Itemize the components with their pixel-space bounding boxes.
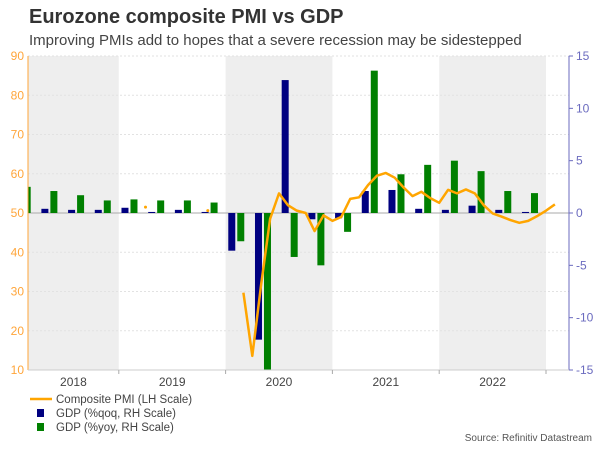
right-tick-label: -10: [576, 311, 594, 325]
bar-yoy-2018-Q2: [50, 191, 58, 213]
bar-yoy-2022-Q4: [530, 193, 538, 213]
bar-qoq-2019-Q2: [148, 211, 156, 213]
left-tick-label: 90: [11, 49, 25, 63]
pmi-point: [206, 209, 210, 213]
bar-qoq-2021-Q1: [335, 213, 343, 219]
left-tick-label: 50: [11, 206, 25, 220]
bar-yoy-2020-Q1: [237, 213, 245, 242]
right-tick-label: 0: [576, 206, 583, 220]
legend-yoy-swatch: [37, 423, 44, 431]
x-tick-label: 2021: [372, 375, 399, 389]
bar-qoq-2018-Q3: [68, 209, 76, 213]
right-tick-label: -5: [576, 258, 587, 272]
right-tick-label: -15: [576, 363, 594, 377]
bar-qoq-2019-Q1: [121, 207, 129, 213]
bar-qoq-2019-Q3: [174, 209, 182, 213]
chart-subtitle: Improving PMIs add to hopes that a sever…: [29, 32, 522, 49]
bar-qoq-2021-Q2: [361, 191, 369, 213]
legend-label: GDP (%yoy, RH Scale): [56, 422, 174, 434]
left-tick-label: 20: [11, 324, 25, 338]
left-tick-label: 60: [11, 167, 25, 181]
bar-yoy-2021-Q3: [397, 174, 405, 213]
left-tick-label: 70: [11, 128, 25, 142]
bar-yoy-2022-Q1: [450, 160, 458, 213]
bar-yoy-2022-Q2: [477, 171, 485, 213]
legend-label: Composite PMI (LH Scale): [56, 394, 192, 406]
bar-yoy-2020-Q4: [317, 213, 325, 266]
chart-title: Eurozone composite PMI vs GDP: [29, 6, 344, 28]
axes: 10 20 30 40 50 60 70 80 90 -15 -10 -5 0 5 10 15 2018 2019…: [11, 49, 594, 389]
left-tick-label: 80: [11, 88, 25, 102]
bar-yoy-2020-Q2: [263, 213, 271, 370]
bar-qoq-2022-Q3: [495, 209, 503, 213]
bar-yoy-2021-Q1: [344, 213, 352, 232]
bar-yoy-2019-Q3: [183, 200, 191, 213]
bar-qoq-2018-Q2: [41, 208, 49, 213]
legend: Composite PMI (LH Scale) GDP (%qoq, RH Sc…: [30, 394, 192, 434]
bar-yoy-2018-Q4: [103, 200, 111, 213]
x-tick-label: 2019: [159, 375, 186, 389]
bar-yoy-2019-Q2: [157, 200, 165, 213]
x-tick-label: 2020: [266, 375, 293, 389]
bar-qoq-2020-Q4: [308, 213, 316, 220]
bar-qoq-2021-Q3: [388, 189, 396, 213]
x-tick-label: 2018: [60, 375, 87, 389]
source-note: Source: Refinitiv Datastream: [464, 433, 592, 444]
bar-yoy-2018-Q3: [77, 195, 85, 213]
bar-qoq-2019-Q4: [201, 211, 209, 213]
pmi-series-line: [242, 171, 556, 358]
bar-yoy-2019-Q1: [130, 199, 138, 213]
bar-qoq-2020-Q2: [254, 213, 262, 340]
gdp-bars: [28, 70, 538, 370]
bar-qoq-2022-Q2: [468, 205, 476, 213]
bar-qoq-2021-Q4: [415, 208, 423, 213]
right-tick-label: 10: [576, 101, 590, 115]
bar-qoq-2020-Q3: [281, 80, 289, 213]
bar-yoy-2021-Q4: [424, 164, 432, 213]
right-tick-label: 15: [576, 49, 590, 63]
right-tick-label: 5: [576, 154, 583, 168]
bar-qoq-2022-Q1: [441, 209, 449, 213]
left-tick-label: 10: [11, 363, 25, 377]
legend-label: GDP (%qoq, RH Scale): [56, 408, 176, 420]
bar-yoy-2022-Q3: [504, 191, 512, 213]
bar-qoq-2022-Q4: [521, 211, 529, 213]
pmi-point: [144, 205, 147, 209]
bar-yoy-2020-Q3: [290, 213, 298, 257]
pmi-line: [144, 171, 556, 358]
bar-yoy-2021-Q2: [370, 70, 378, 213]
left-tick-label: 40: [11, 245, 25, 259]
bar-yoy-2018-Q1: [28, 186, 31, 213]
legend-qoq-swatch: [37, 409, 44, 417]
bar-qoq-2018-Q4: [94, 209, 102, 213]
x-tick-label: 2022: [479, 375, 506, 389]
left-tick-label: 30: [11, 285, 25, 299]
bar-qoq-2020-Q1: [228, 213, 236, 251]
bar-yoy-2019-Q4: [210, 202, 218, 213]
